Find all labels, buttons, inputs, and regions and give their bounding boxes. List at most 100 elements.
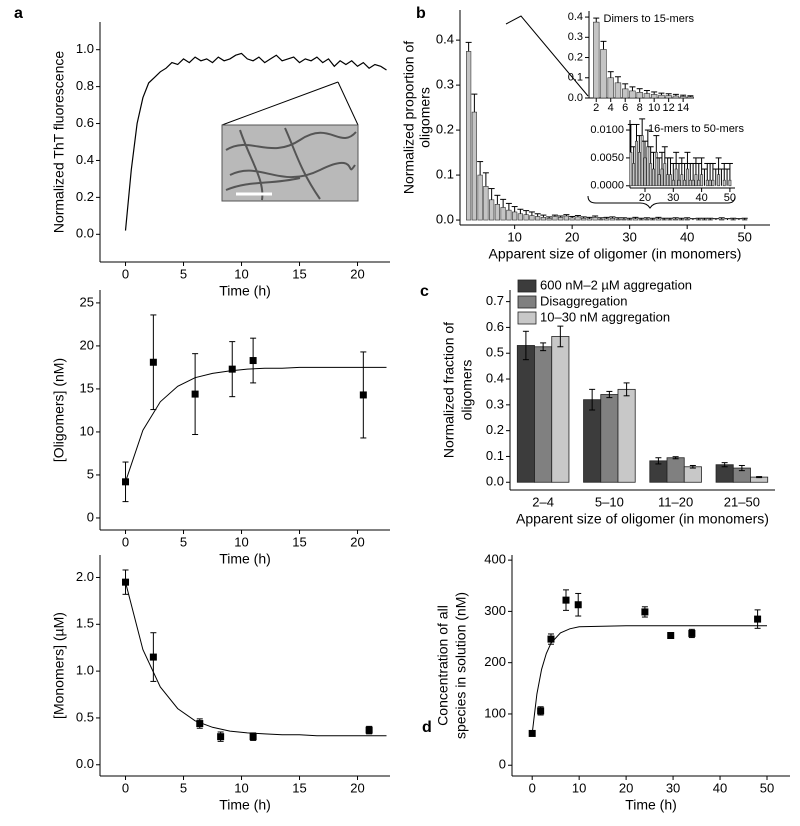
panel-label: c <box>420 283 429 300</box>
x-tick-label: 14 <box>677 102 689 114</box>
point <box>574 601 582 609</box>
y-tick-label: 0.5 <box>76 709 94 724</box>
bar <box>592 217 598 221</box>
x-tick-label: 5 <box>180 266 187 281</box>
bar <box>636 92 643 99</box>
x-tick-label: 6 <box>622 102 628 114</box>
legend-label: 600 nM–2 µM aggregation <box>540 277 692 292</box>
bar <box>546 217 552 221</box>
inset-title: 16-mers to 50-mers <box>648 123 744 135</box>
bar <box>697 179 701 187</box>
bar <box>629 152 633 187</box>
bar <box>598 218 604 221</box>
x-tick-label: 12 <box>663 102 675 114</box>
x-axis-label: Time (h) <box>219 283 271 299</box>
y-tick-label: 25 <box>80 294 94 309</box>
y-tick-label: 0.6 <box>486 319 504 334</box>
micrograph-inset <box>221 81 359 202</box>
bar <box>722 179 726 187</box>
bar <box>717 174 721 187</box>
y-tick-label: 1.0 <box>76 663 94 678</box>
y-tick-label: 20 <box>80 337 94 352</box>
y-axis-label: Normalized fraction of <box>441 322 457 458</box>
zoom-marks <box>505 15 736 209</box>
y-axis-label: oligomers <box>459 360 475 421</box>
y-tick-label: 15 <box>80 380 94 395</box>
bar <box>466 51 472 221</box>
bar <box>535 216 541 221</box>
x-tick-label: 20 <box>565 229 579 244</box>
x-tick-label: 5 <box>180 780 187 795</box>
bar <box>674 168 678 187</box>
x-tick-label: 10 <box>507 229 521 244</box>
bar <box>489 199 495 221</box>
bar <box>575 216 581 221</box>
bar <box>621 218 627 221</box>
x-tick-label: 15 <box>292 534 306 549</box>
x-tick-label: 50 <box>760 780 774 795</box>
x-tick-label: 20 <box>350 266 364 281</box>
bar <box>640 135 644 187</box>
bar <box>569 217 575 221</box>
y-tick-label: 10 <box>80 423 94 438</box>
bar <box>646 146 650 187</box>
bar <box>673 218 679 221</box>
bar <box>684 218 690 221</box>
bar <box>686 168 689 187</box>
y-tick-label: 0.3 <box>486 396 504 411</box>
bar <box>654 152 658 187</box>
bar <box>494 204 500 221</box>
x-axis-label: Time (h) <box>219 551 271 567</box>
y-axis-label: Normalized ThT fluorescence <box>51 51 67 234</box>
bar <box>615 218 621 221</box>
y-tick-label: 0.2 <box>76 189 94 204</box>
bar <box>586 218 593 221</box>
bar <box>500 207 506 221</box>
y-tick-label: 1.5 <box>76 616 94 631</box>
bar <box>660 168 664 187</box>
point <box>249 733 257 741</box>
bar <box>700 174 704 187</box>
x-tick-label: 0 <box>122 534 129 549</box>
y-tick-label: 100 <box>484 705 506 720</box>
bar <box>669 174 672 187</box>
x-tick-label: 5 <box>180 534 187 549</box>
x-tick-label: 30 <box>666 780 680 795</box>
y-tick-label: 0.0 <box>568 92 583 104</box>
x-tick-label: 20 <box>350 534 364 549</box>
inset-title: Dimers to 15-mers <box>604 13 695 25</box>
legend-swatch <box>517 311 537 325</box>
fit-curve <box>125 582 387 737</box>
bar <box>540 217 546 221</box>
x-tick-label: 10 <box>234 534 248 549</box>
y-tick-label: 0.0000 <box>590 180 624 192</box>
x-tick-label: 4 <box>608 102 614 114</box>
fit-curve <box>531 625 767 734</box>
bar <box>658 94 665 99</box>
y-tick-label: 0.0 <box>436 211 454 226</box>
bar <box>516 345 535 483</box>
panel-label: b <box>416 5 426 22</box>
bar <box>635 140 638 187</box>
bar <box>534 346 553 483</box>
x-tick-label: 2–4 <box>532 494 554 509</box>
x-axis-label: Time (h) <box>625 797 677 813</box>
point <box>191 390 199 398</box>
x-axis-label: Apparent size of oligomer (in monomers) <box>516 511 769 527</box>
bar <box>671 179 675 187</box>
y-tick-label: 2.0 <box>76 569 94 584</box>
y-tick-label: 0.3 <box>568 31 583 43</box>
x-tick-label: 5–10 <box>595 494 624 509</box>
fit-curve <box>125 366 387 482</box>
x-tick-label: 21–50 <box>724 494 760 509</box>
bar <box>506 209 512 221</box>
bar <box>715 464 734 483</box>
y-tick-label: 0.0100 <box>590 124 624 136</box>
y-tick-label: 0.0 <box>76 226 94 241</box>
point <box>122 578 130 586</box>
y-tick-label: 200 <box>484 654 506 669</box>
bar <box>471 111 477 221</box>
bar <box>655 218 662 221</box>
zoom-bracket <box>505 15 589 97</box>
x-tick-label: 10 <box>572 780 586 795</box>
